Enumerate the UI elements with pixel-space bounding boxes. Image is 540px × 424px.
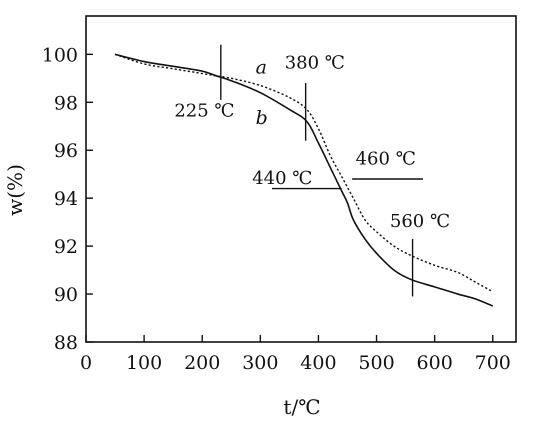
curve-label-a: a	[256, 57, 267, 79]
temperature-annotation: 440 ℃	[252, 168, 312, 189]
x-tick-label: 700	[475, 352, 511, 374]
y-axis-title: w(%)	[3, 164, 27, 216]
y-tick-label: 92	[54, 236, 78, 258]
markers-group	[220, 44, 424, 297]
curve-labels-group: ab	[256, 57, 268, 129]
series-line-b	[114, 53, 494, 307]
temperature-annotation: 380 ℃	[285, 53, 345, 74]
series-line-a	[114, 53, 494, 293]
y-tick-label: 98	[54, 92, 78, 114]
x-tick-label: 500	[358, 352, 394, 374]
x-tick-label: 300	[242, 352, 278, 374]
y-tick-label: 90	[54, 284, 78, 306]
tick-labels: 0 100 200 300 400 500 600 700 88 90 92 94 96 98 100	[42, 44, 511, 374]
x-tick-label: 400	[300, 352, 336, 374]
plot-border	[85, 15, 517, 343]
x-tick-label: 100	[126, 352, 162, 374]
temperature-annotation: 460 ℃	[356, 149, 416, 170]
curve-label-b: b	[256, 107, 268, 129]
y-tick-label: 100	[42, 44, 78, 66]
temperature-annotation: 560 ℃	[390, 211, 450, 232]
ticks	[85, 53, 494, 343]
plot-frame	[85, 15, 517, 343]
y-tick-label: 96	[54, 140, 78, 162]
series-group	[114, 53, 494, 307]
annotations-group: 225 ℃ 380 ℃ 440 ℃ 460 ℃ 560 ℃	[174, 53, 450, 232]
y-tick-label: 88	[54, 332, 78, 354]
x-tick-label: 0	[80, 352, 92, 374]
x-axis-title: t/℃	[283, 395, 320, 419]
temperature-annotation: 225 ℃	[174, 101, 234, 122]
y-tick-label: 94	[54, 188, 78, 210]
x-tick-label: 600	[417, 352, 453, 374]
x-tick-label: 200	[184, 352, 220, 374]
